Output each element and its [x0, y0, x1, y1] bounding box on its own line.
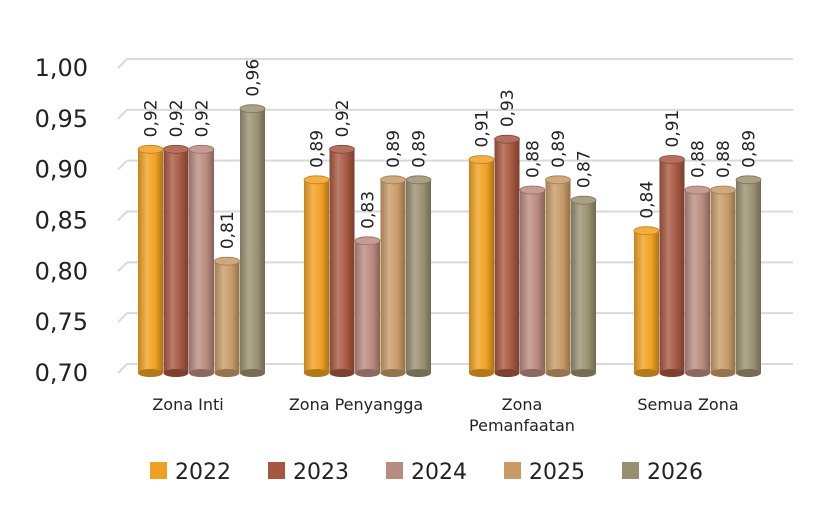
bar-2024-0: [188, 144, 215, 377]
legend-item-2024: 2024: [386, 460, 467, 485]
bar-2022-0: [137, 144, 164, 377]
y-tick-label: 0,75: [35, 308, 88, 336]
bar-2026-0: [239, 104, 266, 377]
data-label: 0,88: [714, 140, 734, 178]
data-label: 0,87: [575, 150, 595, 188]
bar-2023-0: [163, 144, 189, 377]
legend-label: 2026: [647, 460, 703, 485]
bar-2024-1: [354, 236, 381, 377]
x-category-label: Zona Pemanfaatan: [469, 395, 575, 435]
legend-item-2026: 2026: [622, 460, 703, 485]
bars: [137, 104, 762, 377]
bar-2023-3: [659, 155, 685, 377]
data-label: 0,88: [524, 140, 544, 178]
gridline: [117, 58, 793, 69]
data-label: 0,92: [333, 99, 353, 137]
x-category-label: Zona Inti: [152, 395, 223, 414]
gridline: [117, 159, 793, 171]
y-tick-label: 0,80: [35, 257, 88, 285]
legend-swatch: [386, 462, 403, 479]
data-label: 0,91: [663, 110, 683, 148]
data-label: 0,91: [473, 110, 493, 148]
bar-2024-3: [684, 185, 711, 377]
legend-label: 2022: [175, 460, 231, 485]
bar-2025-3: [710, 185, 736, 377]
y-axis-ticks: 0,70 0,75 0,80 0,85 0,90 0,95 1,00: [35, 54, 88, 387]
data-label: 0,89: [549, 130, 569, 168]
bar-2023-2: [494, 134, 520, 377]
y-tick-label: 0,70: [35, 359, 88, 387]
data-label: 0,96: [244, 59, 264, 97]
bar-2025-1: [380, 175, 406, 377]
bar-2026-1: [405, 175, 432, 377]
legend-label: 2024: [411, 460, 467, 485]
legend-label: 2025: [529, 460, 585, 485]
y-tick-label: 1,00: [35, 54, 88, 82]
data-label: 0,89: [384, 130, 404, 168]
legend-swatch: [150, 462, 167, 479]
bar-2023-1: [329, 144, 355, 377]
x-category-label: Semua Zona: [637, 395, 738, 414]
data-label: 0,81: [218, 211, 238, 249]
legend-item-2022: 2022: [150, 460, 231, 485]
legend: 2022 2023 2024 2025 2026: [150, 460, 703, 485]
bar-2026-2: [570, 195, 597, 377]
data-label: 0,92: [142, 99, 162, 137]
legend-item-2023: 2023: [268, 460, 349, 485]
bar-2025-2: [545, 175, 571, 377]
bar-2025-0: [214, 256, 240, 377]
data-label: 0,84: [638, 181, 658, 219]
data-label: 0,92: [193, 99, 213, 137]
bar-2022-3: [633, 226, 660, 377]
bar-2022-1: [303, 175, 330, 377]
legend-swatch: [622, 462, 639, 479]
bar-2024-2: [519, 185, 546, 377]
bar-2022-2: [468, 155, 495, 377]
y-tick-label: 0,85: [35, 207, 88, 235]
legend-item-2025: 2025: [504, 460, 585, 485]
x-axis-categories: Zona Inti Zona Penyangga Zona Pemanfaatan Se…: [152, 395, 738, 435]
data-label: 0,93: [498, 89, 518, 127]
data-labels: 0,92 0,92 0,920,810,960,890,920,830,89 0,89…: [142, 59, 760, 249]
y-tick-label: 0,95: [35, 105, 88, 133]
legend-swatch: [504, 462, 521, 479]
legend-swatch: [268, 462, 285, 479]
data-label: 0,89: [410, 130, 430, 168]
data-label: 0,88: [689, 140, 709, 178]
bar-2026-3: [735, 175, 762, 377]
gridline: [117, 108, 793, 120]
data-label: 0,89: [740, 130, 760, 168]
x-category-label: Zona Penyangga: [289, 395, 423, 414]
y-tick-label: 0,90: [35, 156, 88, 184]
data-label: 0,83: [359, 191, 379, 229]
legend-label: 2023: [293, 460, 349, 485]
gridlines: [117, 58, 793, 374]
data-label: 0,89: [308, 130, 328, 168]
data-label: 0,92: [167, 99, 187, 137]
